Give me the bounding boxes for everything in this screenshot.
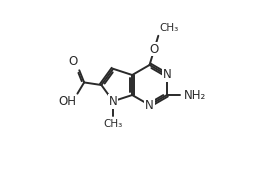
- Text: O: O: [150, 43, 159, 56]
- Text: N: N: [163, 68, 171, 81]
- Text: NH₂: NH₂: [184, 88, 207, 102]
- Text: N: N: [109, 95, 118, 108]
- Text: O: O: [68, 55, 77, 68]
- Text: CH₃: CH₃: [103, 119, 123, 129]
- Text: CH₃: CH₃: [159, 23, 178, 33]
- Text: OH: OH: [59, 95, 77, 108]
- Text: N: N: [145, 99, 154, 112]
